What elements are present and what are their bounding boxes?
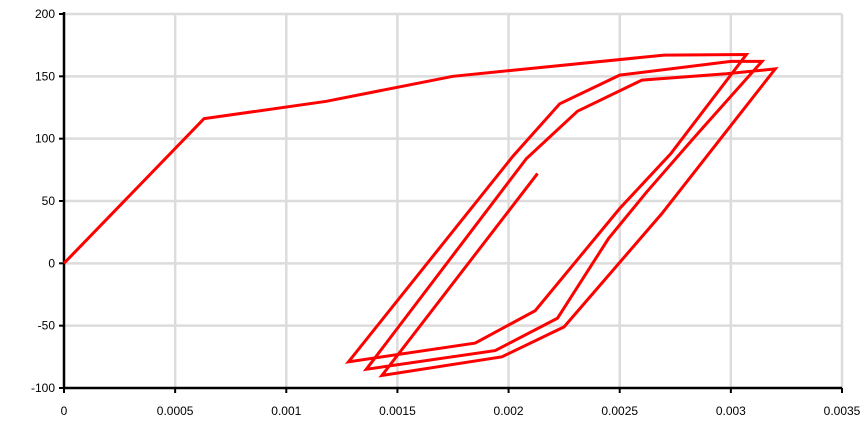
tick-labels: 0 0.0005 0.001 0.0015 0.002 0.0025 0.003 0.0035…	[31, 7, 861, 418]
x-tick-label: 0.0025	[601, 404, 638, 418]
series-line	[62, 52, 779, 378]
y-tick-label: 100	[35, 132, 55, 146]
x-tick-label: 0.003	[716, 404, 746, 418]
axes	[59, 12, 843, 393]
y-tick-label: 200	[35, 7, 55, 21]
x-tick-label: 0.0035	[824, 404, 861, 418]
x-tick-label: 0.0015	[379, 404, 416, 418]
x-tick-label: 0	[61, 404, 68, 418]
y-tick-label: -100	[31, 381, 55, 395]
y-tick-label: 50	[42, 194, 56, 208]
x-tick-label: 0.001	[271, 404, 301, 418]
series-layer	[62, 52, 779, 378]
y-tick-label: -50	[38, 319, 56, 333]
y-tick-label: 0	[48, 256, 55, 270]
grid-lines	[64, 12, 844, 388]
x-tick-label: 0.0005	[157, 404, 194, 418]
y-tick-label: 150	[35, 69, 55, 83]
x-tick-label: 0.002	[494, 404, 524, 418]
